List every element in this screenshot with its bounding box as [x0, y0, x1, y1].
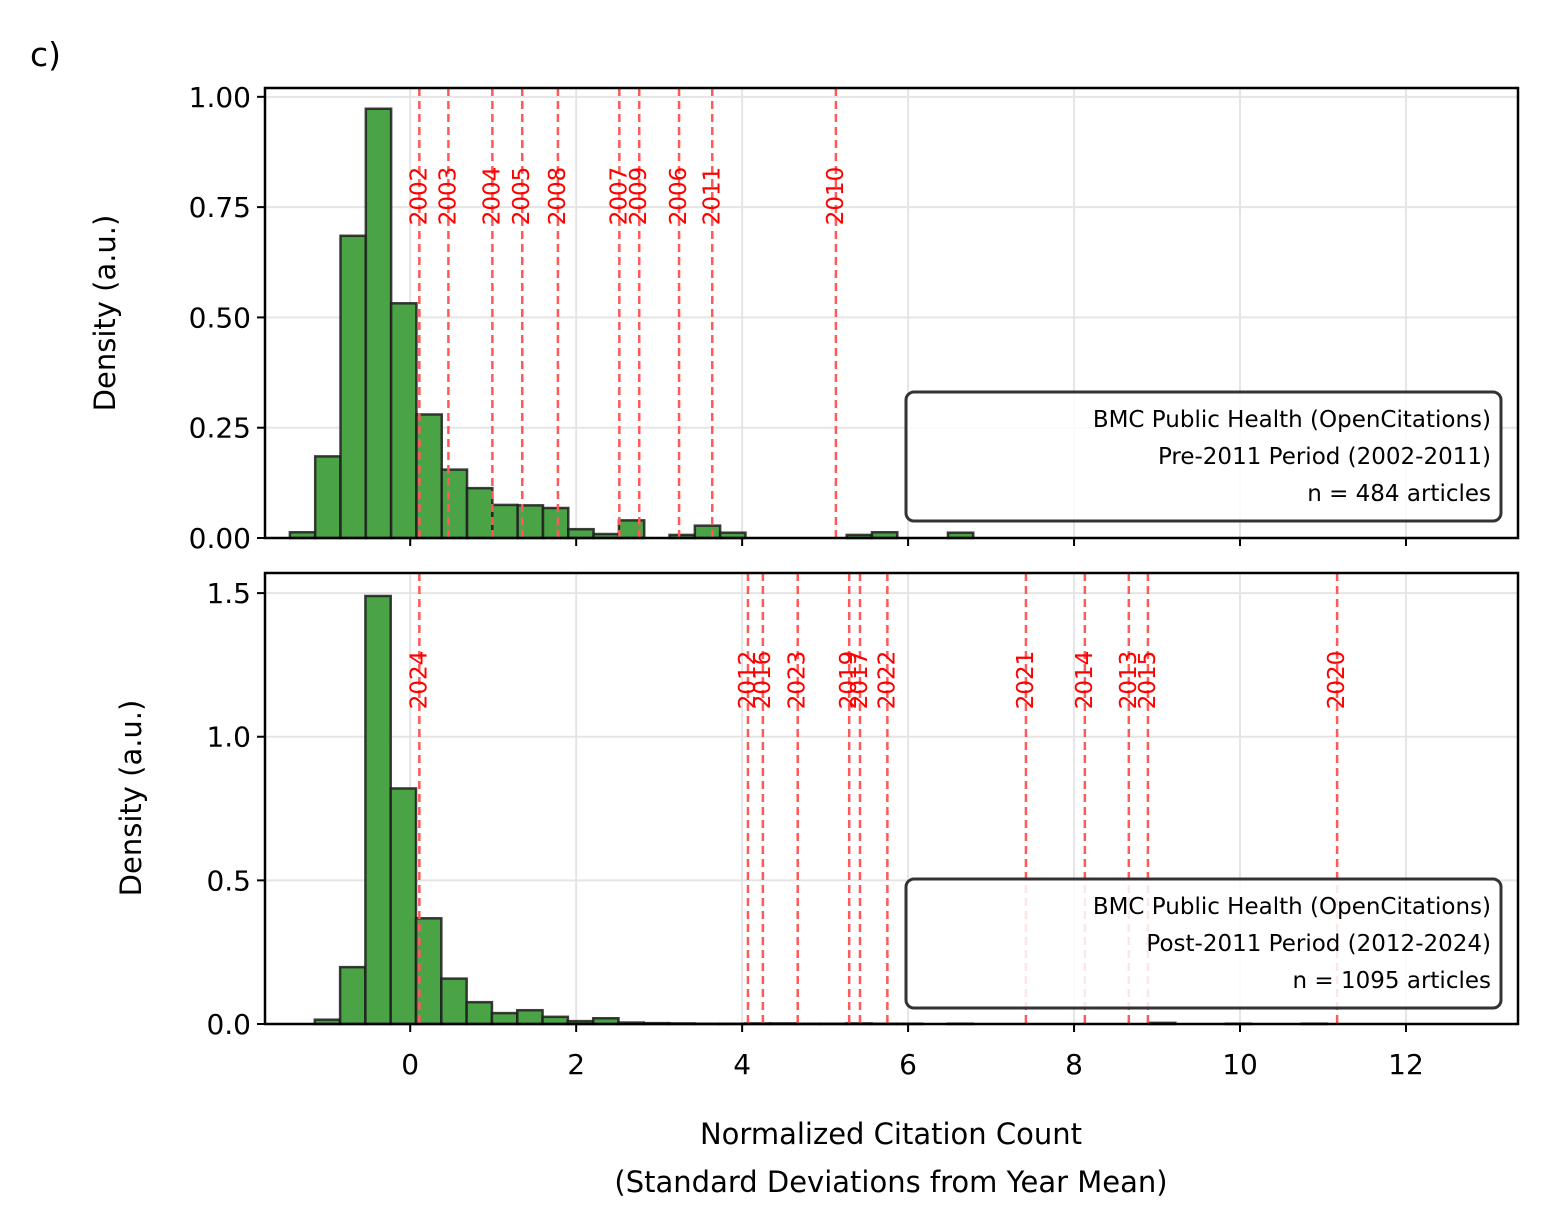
x-axis-label-line1: Normalized Citation Count — [700, 1117, 1082, 1151]
legend-line: Post-2011 Period (2012-2024) — [1146, 931, 1491, 957]
x-tick-label: 6 — [899, 1048, 917, 1081]
year-marker-label: 2022 — [874, 651, 900, 710]
year-marker-label: 2020 — [1324, 651, 1350, 710]
histogram-bar — [364, 594, 392, 1026]
year-marker-label: 2003 — [435, 167, 461, 226]
histogram-bar — [440, 468, 469, 540]
legend-box — [904, 877, 1503, 1010]
histogram-bar — [313, 455, 342, 540]
legend-line: BMC Public Health (OpenCitations) — [1093, 407, 1491, 433]
histogram-bar — [490, 1011, 519, 1026]
y-tick-label: 0.75 — [189, 191, 251, 224]
histogram-bar — [364, 107, 393, 540]
y-tick-label: 0.50 — [189, 301, 251, 334]
histogram-bar — [465, 486, 494, 540]
year-marker-label: 2006 — [666, 167, 692, 226]
x-tick-label: 2 — [567, 1048, 585, 1081]
histogram-bar — [389, 787, 418, 1026]
x-tick-label: 12 — [1388, 1048, 1424, 1081]
year-marker-label: 2009 — [626, 167, 652, 226]
year-marker-label: 2012 — [735, 651, 761, 710]
histogram-bar — [465, 1000, 494, 1026]
axes-frame — [263, 571, 1520, 1026]
histogram-bar — [339, 234, 368, 540]
y-tick-label: 1.5 — [206, 577, 251, 610]
panel-label: c) — [30, 35, 61, 74]
year-marker-label: 2004 — [479, 167, 505, 226]
y-tick-label: 1.0 — [206, 721, 251, 754]
year-marker-label: 2008 — [545, 167, 571, 226]
legend-line: Pre-2011 Period (2002-2011) — [1158, 444, 1491, 470]
y-tick-label: 0.0 — [206, 1008, 251, 1041]
legend-box — [904, 390, 1503, 523]
histogram-bar — [541, 506, 570, 540]
year-marker-label: 2024 — [406, 651, 432, 710]
x-tick-label: 0 — [401, 1048, 419, 1081]
year-marker-label: 2007 — [606, 167, 632, 226]
y-tick-label: 1.00 — [189, 81, 251, 114]
x-tick-label: 10 — [1222, 1048, 1258, 1081]
histogram-bar — [338, 965, 367, 1026]
y-tick-label: 0.25 — [189, 412, 251, 445]
histogram-bar — [415, 413, 443, 540]
histogram-bar — [693, 524, 722, 540]
legend-line: n = 1095 articles — [1293, 968, 1491, 994]
year-marker-label: 2021 — [1013, 651, 1039, 710]
year-marker-label: 2011 — [699, 167, 725, 226]
axes-frame — [263, 86, 1520, 540]
x-tick-label: 8 — [1065, 1048, 1083, 1081]
y-axis-label: Density (a.u.) — [114, 700, 148, 897]
y-tick-label: 0.00 — [189, 522, 251, 555]
histogram-bar — [567, 527, 595, 540]
year-marker-label: 2010 — [823, 167, 849, 226]
y-axis-label: Density (a.u.) — [88, 215, 122, 412]
year-marker-label: 2023 — [785, 651, 811, 710]
histogram-bar — [440, 977, 468, 1026]
year-marker-label: 2013 — [1116, 651, 1142, 710]
year-marker-label: 2005 — [509, 167, 535, 226]
histogram-bar — [491, 503, 519, 540]
year-marker-label: 2017 — [847, 651, 873, 710]
year-marker-label: 2014 — [1072, 651, 1098, 710]
year-marker-label: 2019 — [836, 651, 862, 710]
x-tick-label: 4 — [733, 1048, 751, 1081]
year-marker-label: 2016 — [750, 651, 776, 710]
legend-line: BMC Public Health (OpenCitations) — [1093, 894, 1491, 920]
histogram-bar — [389, 302, 418, 540]
x-axis-label-line2: (Standard Deviations from Year Mean) — [614, 1165, 1167, 1199]
year-marker-label: 2002 — [406, 167, 432, 226]
year-marker-label: 2015 — [1135, 651, 1161, 710]
y-tick-label: 0.5 — [206, 864, 251, 897]
legend-line: n = 484 articles — [1307, 481, 1491, 507]
histogram-bar — [516, 1008, 544, 1026]
